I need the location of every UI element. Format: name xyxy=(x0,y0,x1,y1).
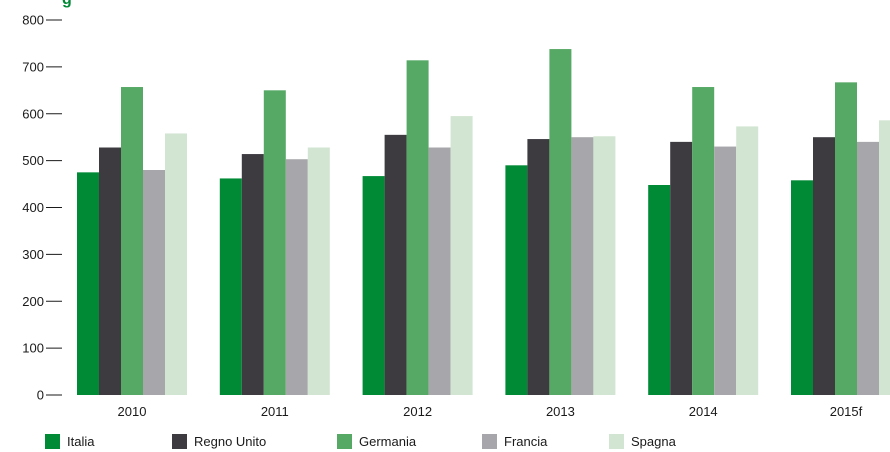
y-tick-label: 200 xyxy=(22,294,44,309)
legend-swatch xyxy=(172,434,187,449)
title-fragment: g xyxy=(62,0,72,9)
legend-label: Francia xyxy=(504,434,548,449)
bar-germania-2010 xyxy=(121,87,143,395)
bar-italia-2010 xyxy=(77,172,99,395)
legend-label: Italia xyxy=(67,434,95,449)
legend-item: Germania xyxy=(337,434,416,449)
bar-regno-unito-2010 xyxy=(99,147,121,395)
bar-regno-unito-2013 xyxy=(527,139,550,395)
x-tick-label: 2014 xyxy=(689,404,718,419)
bar-francia-2012 xyxy=(428,147,451,395)
legend: Italia Regno Unito Germania Francia Spagna xyxy=(45,434,890,452)
bar-spagna-2015f xyxy=(879,120,890,395)
legend-item: Spagna xyxy=(609,434,676,449)
bar-francia-2014 xyxy=(714,146,737,395)
y-tick-label: 0 xyxy=(37,388,44,403)
bar-italia-2014 xyxy=(648,185,671,395)
legend-item: Italia xyxy=(45,434,94,449)
x-tick-label: 2011 xyxy=(261,404,289,419)
bar-francia-2010 xyxy=(143,170,165,395)
legend-swatch xyxy=(337,434,352,449)
bar-spagna-2013 xyxy=(593,136,616,395)
x-tick-label: 2010 xyxy=(118,404,147,419)
legend-label: Regno Unito xyxy=(194,434,267,449)
bar-spagna-2012 xyxy=(450,116,473,395)
bars xyxy=(77,49,890,395)
bar-regno-unito-2012 xyxy=(384,134,407,395)
legend-label: Germania xyxy=(359,434,417,449)
legend-swatch xyxy=(482,434,497,449)
bar-germania-2013 xyxy=(549,49,572,395)
bar-germania-2015f xyxy=(835,82,857,395)
bar-italia-2013 xyxy=(505,165,528,395)
bar-francia-2013 xyxy=(571,137,594,395)
bar-spagna-2010 xyxy=(165,133,187,395)
y-tick-label: 700 xyxy=(22,59,44,74)
bar-regno-unito-2011 xyxy=(241,154,264,395)
bar-francia-2015f xyxy=(857,141,879,395)
y-tick-label: 400 xyxy=(22,200,44,215)
y-tick-label: 600 xyxy=(22,106,44,121)
bar-italia-2011 xyxy=(219,178,242,395)
bar-germania-2012 xyxy=(406,60,429,395)
legend-label: Spagna xyxy=(631,434,676,449)
legend-item: Francia xyxy=(482,434,547,449)
x-axis: 2010 2011 2012 2013 2014 2015f xyxy=(118,404,863,419)
y-tick-label: 300 xyxy=(22,247,44,262)
x-tick-label: 2015f xyxy=(830,404,863,419)
y-tick-label: 800 xyxy=(22,13,44,28)
x-tick-label: 2012 xyxy=(403,404,432,419)
legend-swatch xyxy=(609,434,624,449)
bar-germania-2011 xyxy=(263,90,286,395)
legend-swatch xyxy=(45,434,60,449)
bar-regno-unito-2015f xyxy=(813,137,835,395)
bar-francia-2011 xyxy=(285,159,308,395)
x-tick-label: 2013 xyxy=(546,404,575,419)
bar-italia-2015f xyxy=(791,180,813,395)
y-axis: 0 100 200 300 400 500 600 700 800 xyxy=(22,13,62,403)
bar-germania-2014 xyxy=(692,87,715,395)
bar-spagna-2011 xyxy=(307,147,330,395)
y-tick-label: 500 xyxy=(22,153,44,168)
bar-spagna-2014 xyxy=(736,126,759,395)
y-tick-label: 100 xyxy=(22,341,44,356)
legend-item: Regno Unito xyxy=(172,434,266,449)
bar-italia-2012 xyxy=(362,176,385,395)
bar-regno-unito-2014 xyxy=(670,141,693,395)
